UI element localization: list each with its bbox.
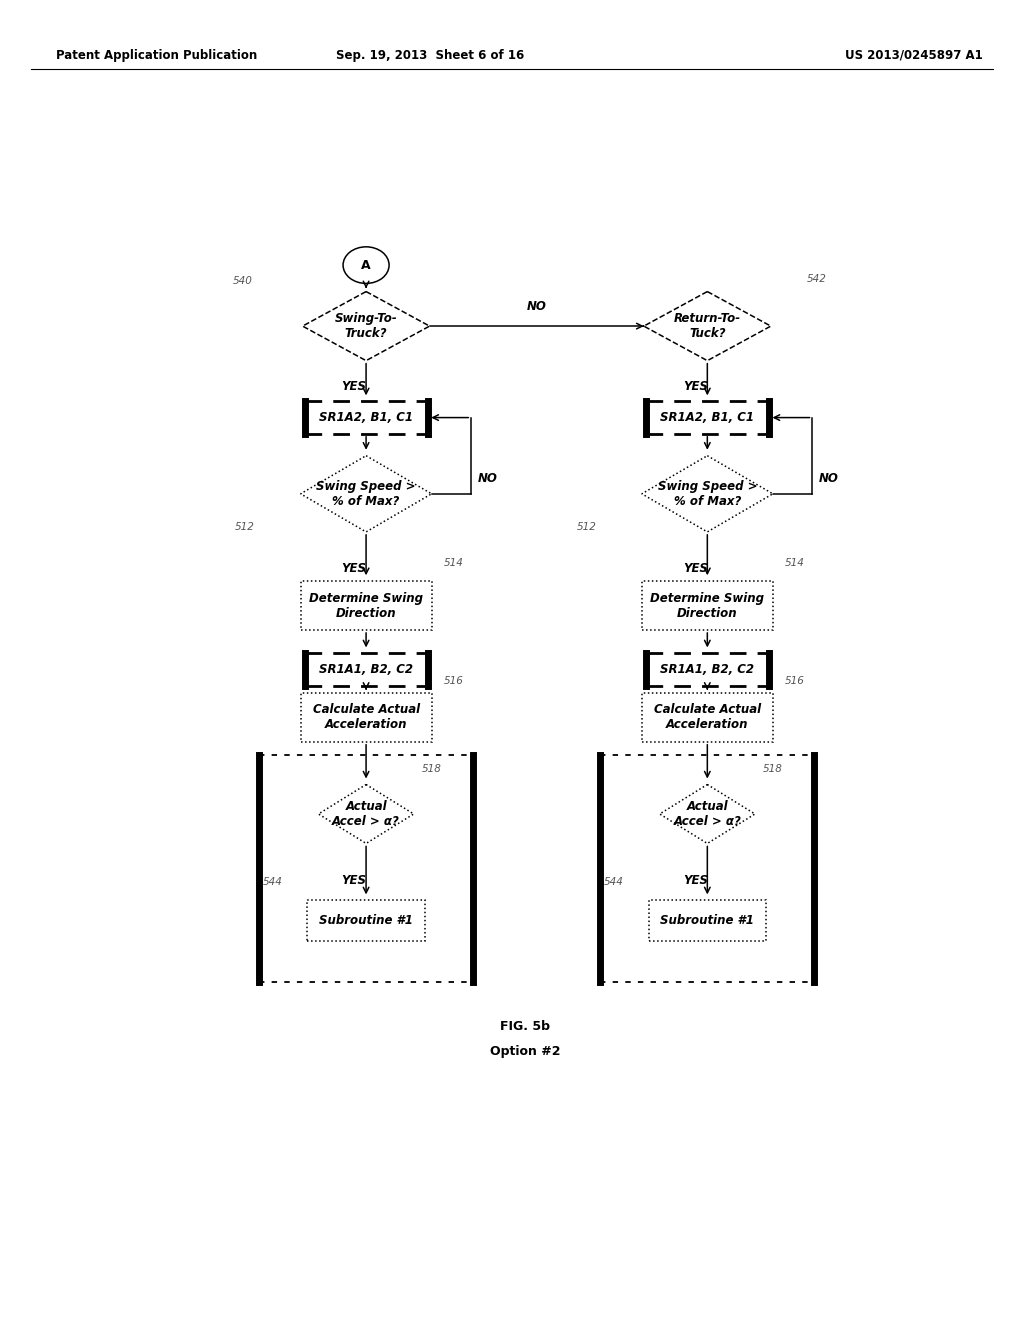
Text: Calculate Actual
Acceleration: Calculate Actual Acceleration <box>312 704 420 731</box>
Text: NO: NO <box>477 473 498 484</box>
Text: 512: 512 <box>577 521 596 532</box>
FancyBboxPatch shape <box>301 693 431 742</box>
FancyBboxPatch shape <box>648 900 766 941</box>
Text: 516: 516 <box>443 676 463 686</box>
Text: Determine Swing
Direction: Determine Swing Direction <box>650 591 764 619</box>
Text: 542: 542 <box>807 275 826 284</box>
Text: 544: 544 <box>263 876 283 887</box>
Text: 540: 540 <box>233 276 253 286</box>
Text: Swing Speed >
% of Max?: Swing Speed > % of Max? <box>316 479 416 508</box>
Text: Subroutine #1: Subroutine #1 <box>660 915 755 927</box>
Polygon shape <box>301 455 431 532</box>
Text: Determine Swing
Direction: Determine Swing Direction <box>309 591 423 619</box>
Text: 544: 544 <box>604 876 624 887</box>
Text: YES: YES <box>683 874 708 887</box>
Text: YES: YES <box>342 874 367 887</box>
Text: Sep. 19, 2013  Sheet 6 of 16: Sep. 19, 2013 Sheet 6 of 16 <box>336 49 524 62</box>
Polygon shape <box>659 784 755 843</box>
Text: YES: YES <box>342 380 367 392</box>
Text: Swing-To-
Truck?: Swing-To- Truck? <box>335 312 397 341</box>
FancyBboxPatch shape <box>642 693 773 742</box>
Polygon shape <box>642 455 773 532</box>
Text: YES: YES <box>342 561 367 574</box>
FancyBboxPatch shape <box>301 581 431 630</box>
Polygon shape <box>303 292 430 360</box>
Text: Return-To-
Tuck?: Return-To- Tuck? <box>674 312 741 341</box>
FancyBboxPatch shape <box>307 900 425 941</box>
Text: Subroutine #1: Subroutine #1 <box>319 915 413 927</box>
Text: SR1A2, B1, C1: SR1A2, B1, C1 <box>660 411 755 424</box>
Text: 512: 512 <box>236 521 255 532</box>
Text: US 2013/0245897 A1: US 2013/0245897 A1 <box>845 49 983 62</box>
Text: SR1A2, B1, C1: SR1A2, B1, C1 <box>319 411 413 424</box>
Text: Calculate Actual
Acceleration: Calculate Actual Acceleration <box>653 704 761 731</box>
Text: SR1A1, B2, C2: SR1A1, B2, C2 <box>660 663 755 676</box>
Text: SR1A1, B2, C2: SR1A1, B2, C2 <box>319 663 413 676</box>
Text: Swing Speed >
% of Max?: Swing Speed > % of Max? <box>657 479 757 508</box>
Text: Actual
Accel > α?: Actual Accel > α? <box>674 800 741 828</box>
Text: Actual
Accel > α?: Actual Accel > α? <box>332 800 400 828</box>
Text: YES: YES <box>683 561 708 574</box>
Text: YES: YES <box>683 380 708 392</box>
Text: 514: 514 <box>784 558 805 568</box>
Text: A: A <box>361 259 371 272</box>
Text: 514: 514 <box>443 558 463 568</box>
Polygon shape <box>644 292 771 360</box>
Polygon shape <box>318 784 414 843</box>
Text: Patent Application Publication: Patent Application Publication <box>56 49 258 62</box>
Text: NO: NO <box>526 300 547 313</box>
Text: Option #2: Option #2 <box>489 1045 560 1057</box>
Text: FIG. 5b: FIG. 5b <box>500 1019 550 1032</box>
Text: NO: NO <box>819 473 839 484</box>
FancyBboxPatch shape <box>642 581 773 630</box>
Text: 518: 518 <box>763 764 782 775</box>
Ellipse shape <box>343 247 389 284</box>
Text: 516: 516 <box>784 676 805 686</box>
Text: 518: 518 <box>422 764 441 775</box>
